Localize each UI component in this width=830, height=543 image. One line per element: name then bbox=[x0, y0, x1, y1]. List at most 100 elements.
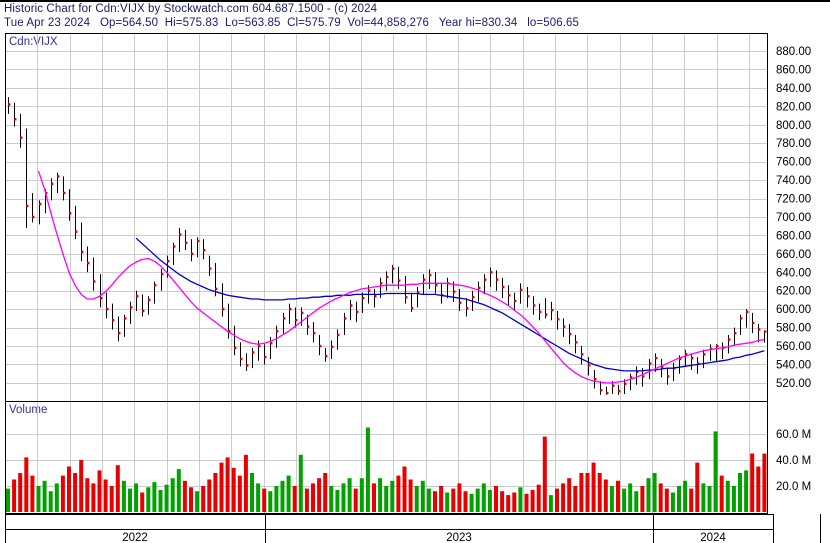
volume-bar bbox=[731, 486, 736, 512]
ma-fast-line bbox=[37, 170, 765, 384]
volume-bars-layer bbox=[6, 427, 767, 512]
close-tick bbox=[551, 308, 554, 312]
close-tick bbox=[283, 317, 286, 320]
close-tick bbox=[124, 317, 127, 320]
close-tick bbox=[240, 357, 243, 361]
volume-bar bbox=[445, 492, 450, 512]
close-tick bbox=[490, 271, 493, 274]
volume-bar bbox=[103, 479, 108, 512]
volume-bar bbox=[433, 491, 437, 512]
volume-bar bbox=[304, 488, 309, 512]
close-tick bbox=[130, 306, 133, 309]
close-tick bbox=[215, 287, 218, 291]
close-tick bbox=[502, 285, 505, 289]
volume-bar bbox=[12, 479, 17, 512]
price-tick-label: 580.00 bbox=[776, 323, 811, 335]
close-tick bbox=[618, 390, 621, 393]
volume-bar bbox=[481, 483, 486, 512]
close-tick bbox=[32, 215, 35, 219]
close-tick bbox=[307, 325, 310, 328]
close-tick bbox=[624, 382, 627, 386]
close-tick bbox=[142, 309, 145, 313]
volume-bar bbox=[365, 427, 370, 512]
close-tick bbox=[691, 356, 694, 360]
volume-bar bbox=[347, 478, 352, 512]
price-tick-label: 620.00 bbox=[776, 286, 811, 298]
volume-bar bbox=[640, 486, 645, 512]
volume-bar bbox=[469, 493, 474, 512]
volume-bar bbox=[603, 479, 608, 512]
volume-bar bbox=[250, 473, 254, 512]
volume-bar bbox=[530, 489, 535, 512]
close-tick bbox=[246, 364, 249, 367]
price-tick-label: 820.00 bbox=[776, 101, 811, 113]
close-tick bbox=[679, 357, 682, 361]
volume-bar bbox=[372, 483, 376, 512]
close-tick bbox=[697, 362, 700, 365]
close-tick bbox=[368, 289, 371, 292]
volume-bar bbox=[616, 480, 620, 512]
close-tick bbox=[337, 333, 340, 337]
close-tick bbox=[234, 346, 237, 350]
price-tick-label: 800.00 bbox=[776, 120, 811, 132]
close-tick bbox=[179, 233, 182, 236]
volume-bar bbox=[628, 483, 633, 512]
close-tick bbox=[435, 283, 438, 287]
volume-bar bbox=[6, 488, 10, 512]
volume-bar bbox=[591, 462, 596, 512]
close-tick bbox=[81, 250, 84, 254]
volume-bar bbox=[262, 488, 267, 512]
volume-bar bbox=[701, 483, 706, 512]
close-tick bbox=[417, 291, 420, 294]
close-tick bbox=[270, 342, 273, 345]
close-tick bbox=[319, 344, 322, 348]
close-tick bbox=[20, 136, 23, 139]
price-tick-label: 780.00 bbox=[776, 138, 811, 150]
close-tick bbox=[557, 318, 560, 321]
volume-bar bbox=[378, 478, 383, 512]
close-tick bbox=[392, 267, 395, 270]
price-tick-label: 600.00 bbox=[776, 304, 811, 316]
close-tick bbox=[484, 278, 487, 281]
close-tick bbox=[39, 202, 42, 206]
close-tick bbox=[563, 325, 566, 328]
close-tick bbox=[380, 282, 383, 285]
volume-bar bbox=[756, 466, 761, 512]
price-tick-label: 680.00 bbox=[776, 230, 811, 242]
volume-bar bbox=[243, 454, 248, 512]
volume-bar bbox=[439, 486, 444, 512]
close-tick bbox=[569, 332, 572, 336]
volume-bar bbox=[121, 480, 126, 512]
volume-bar bbox=[561, 483, 566, 512]
close-tick bbox=[398, 279, 401, 282]
volume-bar bbox=[189, 487, 193, 512]
close-tick bbox=[636, 370, 639, 374]
close-tick bbox=[8, 103, 11, 106]
axis-labels: 880.00 860.00 840.00 820.00 800.00 780.00 760.… bbox=[122, 46, 811, 543]
volume-bar bbox=[280, 480, 285, 512]
close-tick bbox=[642, 375, 645, 378]
volume-bar bbox=[719, 475, 724, 512]
volume-bar bbox=[542, 436, 547, 512]
volume-bar bbox=[658, 483, 663, 512]
volume-bar bbox=[128, 488, 132, 512]
close-tick bbox=[453, 290, 456, 293]
close-tick bbox=[716, 344, 719, 348]
volume-bar bbox=[329, 486, 334, 512]
volume-bar bbox=[683, 480, 688, 512]
close-tick bbox=[734, 331, 737, 335]
price-tick-label: 660.00 bbox=[776, 249, 811, 261]
volume-tick-label: 60.0 M bbox=[776, 429, 811, 441]
volume-bar bbox=[231, 467, 236, 512]
close-tick bbox=[740, 317, 743, 320]
volume-bar bbox=[311, 483, 315, 512]
close-tick bbox=[276, 330, 279, 333]
close-tick bbox=[69, 212, 72, 215]
volume-bar bbox=[91, 483, 96, 512]
ma-slow-line bbox=[135, 237, 765, 372]
close-tick bbox=[411, 307, 414, 310]
volume-bar bbox=[292, 486, 297, 512]
volume-bar bbox=[457, 483, 462, 512]
close-tick bbox=[75, 230, 78, 233]
